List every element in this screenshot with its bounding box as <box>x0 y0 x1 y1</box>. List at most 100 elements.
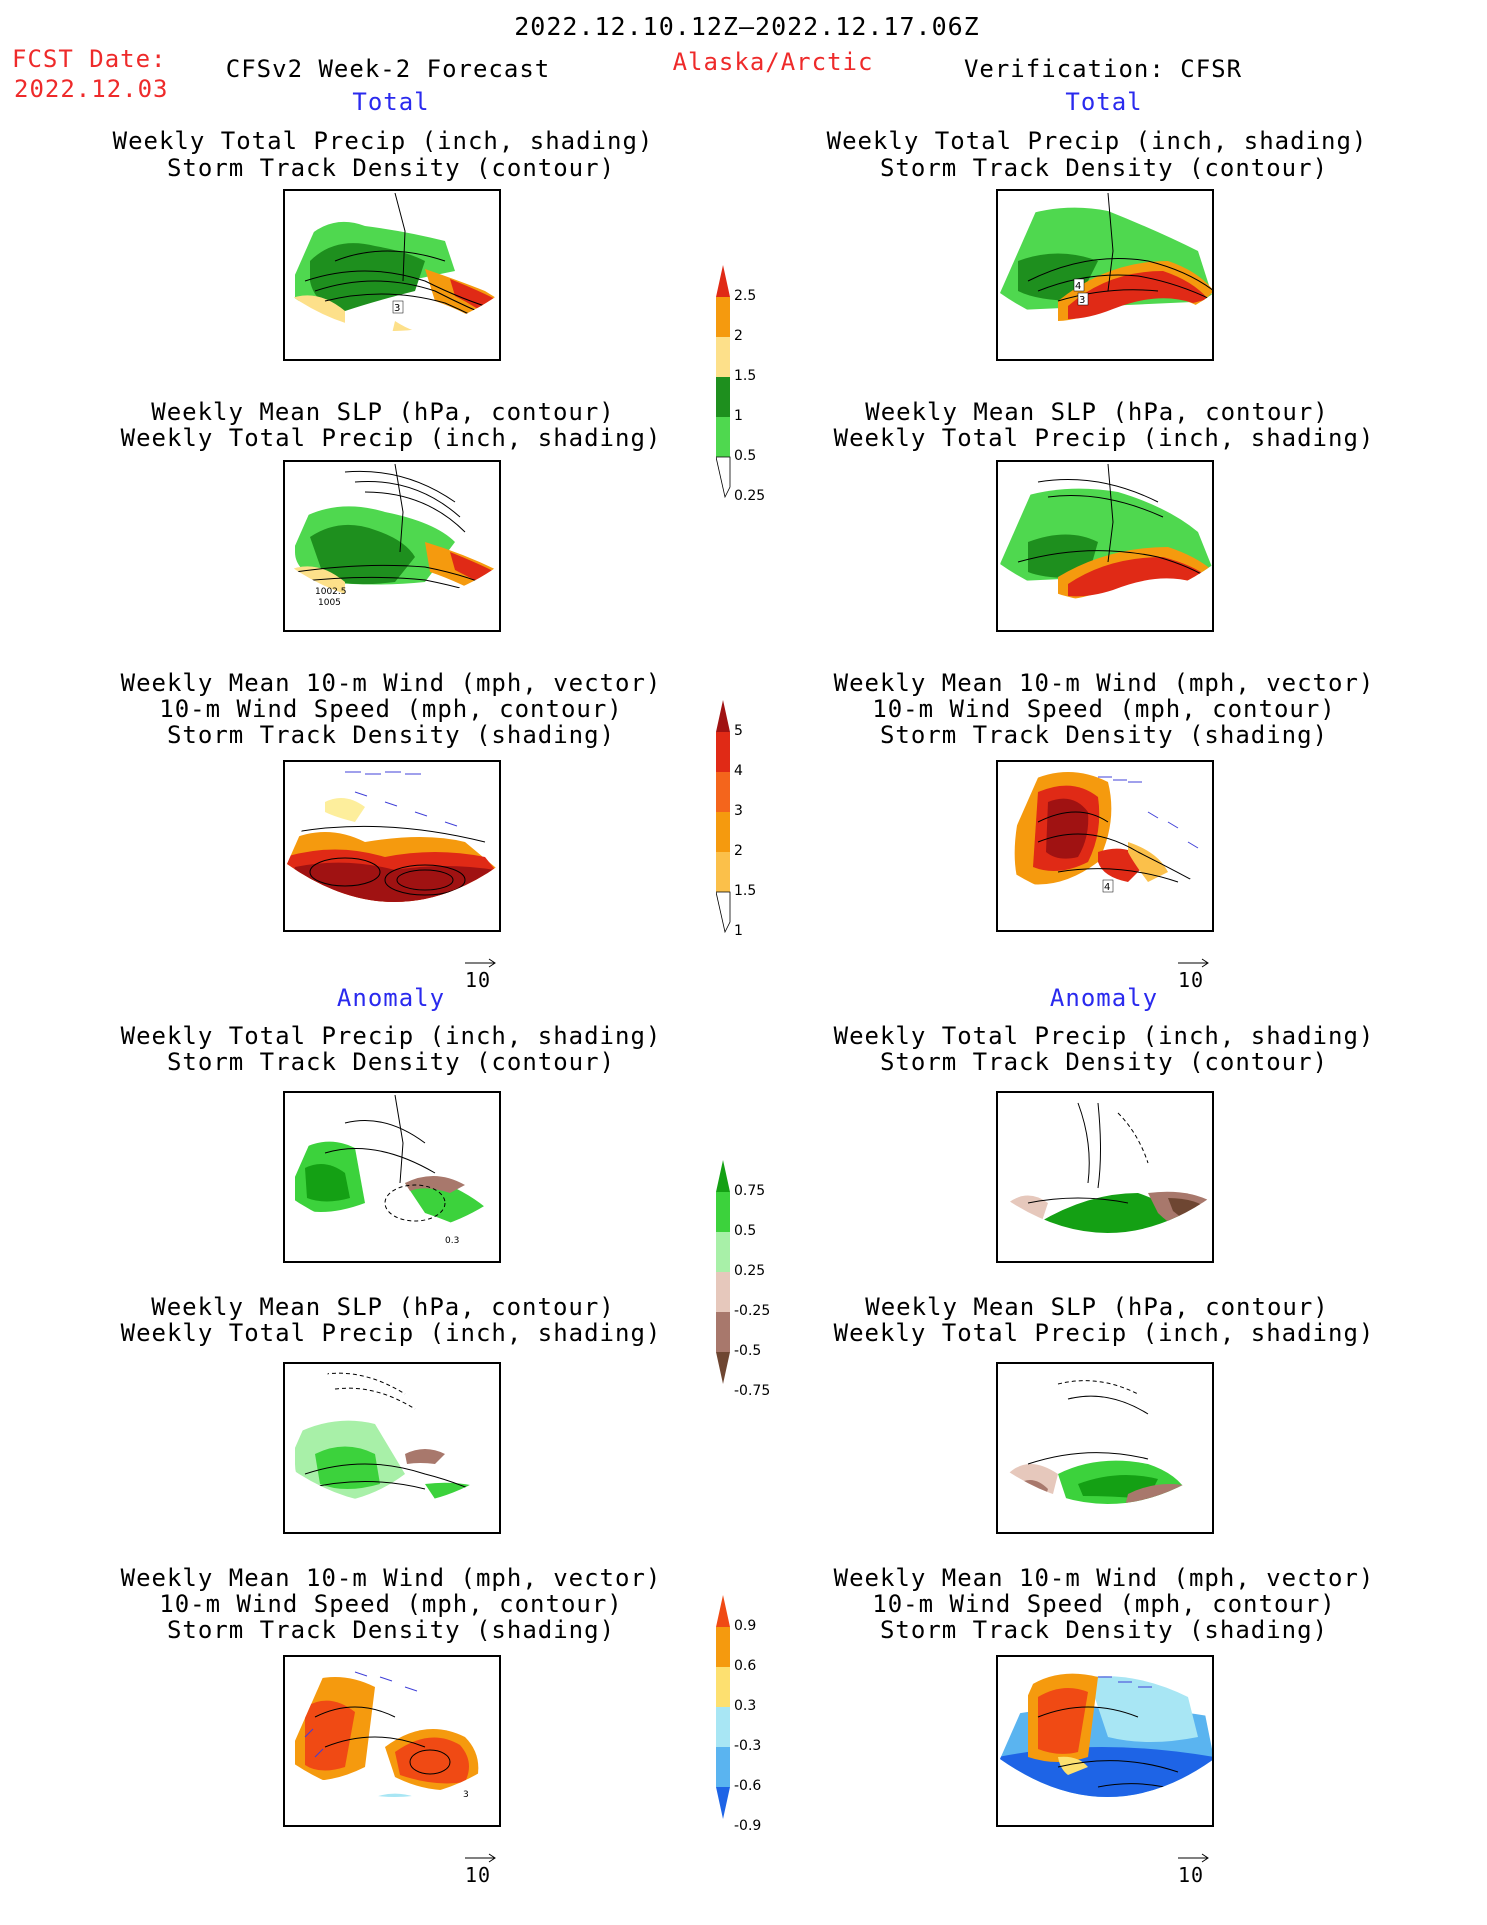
fcst-date-label: FCST Date: <box>12 45 167 73</box>
map-cfsr-total-wind: 4 <box>996 760 1214 932</box>
colorbar-swatch <box>716 1312 730 1352</box>
title-cfsr-wind-3: Storm Track Density (shading) <box>879 721 1329 749</box>
section-anomaly-cfsr: Anomaly <box>1049 984 1159 1012</box>
colorbar-label: 0.6 <box>734 1658 757 1674</box>
colorbar-swatches <box>716 700 731 934</box>
colorbar-label: -0.5 <box>734 1343 762 1359</box>
vector-ref-label: 10 <box>1178 968 1205 992</box>
title-anom-fcst-wind-1: Weekly Mean 10-m Wind (mph, vector) <box>120 1564 662 1592</box>
colorbar-swatch <box>716 1192 730 1232</box>
title-fcst-slp-1: Weekly Mean SLP (hPa, contour) <box>151 398 615 426</box>
colorbar-label: 0.9 <box>734 1618 757 1634</box>
colorbar-label: 5 <box>734 723 743 739</box>
colorbar-label: 2 <box>734 328 743 344</box>
map-label: 3 <box>1079 295 1085 306</box>
colorbar-swatch <box>716 700 730 732</box>
colorbar-label: 1.5 <box>734 883 757 899</box>
colorbar-label: -0.25 <box>734 1303 771 1319</box>
map-cfsr-anom-precip <box>996 1091 1214 1263</box>
colorbar-swatch <box>716 772 730 812</box>
colorbar-label: 2 <box>734 843 743 859</box>
colorbar-label: 0.5 <box>734 448 757 464</box>
colorbar-label: 1 <box>734 923 743 939</box>
colorbar-swatch <box>716 1232 730 1272</box>
colorbar-label: 0.75 <box>734 1183 766 1199</box>
title-anom-cfsr-wind-3: Storm Track Density (shading) <box>879 1616 1329 1644</box>
title-anom-cfsr-precip-2: Storm Track Density (contour) <box>879 1048 1329 1076</box>
map-cfsr-total-slp <box>996 460 1214 632</box>
verification-title: Verification: CFSR <box>963 55 1243 83</box>
map-fcst-anom-wind: 3 <box>283 1655 501 1827</box>
title-fcst-slp-2: Weekly Total Precip (inch, shading) <box>120 424 662 452</box>
title-anom-fcst-slp-1: Weekly Mean SLP (hPa, contour) <box>151 1293 615 1321</box>
colorbar-label: -0.75 <box>734 1383 771 1399</box>
title-anom-cfsr-slp-1: Weekly Mean SLP (hPa, contour) <box>865 1293 1329 1321</box>
colorbar-swatch <box>716 812 730 852</box>
title-fcst-wind-2: 10-m Wind Speed (mph, contour) <box>159 695 623 723</box>
model-title: CFSv2 Week-2 Forecast <box>225 55 551 83</box>
title-cfsr-precip-1: Weekly Total Precip (inch, shading) <box>826 127 1368 155</box>
title-fcst-wind-3: Storm Track Density (shading) <box>166 721 616 749</box>
colorbar-swatch <box>716 417 730 457</box>
date-range-title: 2022.12.10.12Z–2022.12.17.06Z <box>514 12 980 41</box>
section-total-fcst: Total <box>352 88 430 116</box>
colorbar-label: 1 <box>734 408 743 424</box>
colorbar-label: 0.25 <box>734 488 766 504</box>
title-fcst-wind-1: Weekly Mean 10-m Wind (mph, vector) <box>120 669 662 697</box>
colorbar-swatch <box>716 1707 730 1747</box>
colorbar-label: 0.5 <box>734 1223 757 1239</box>
colorbar-swatch <box>716 1627 730 1667</box>
title-fcst-precip-2: Storm Track Density (contour) <box>166 154 616 182</box>
title-cfsr-precip-2: Storm Track Density (contour) <box>879 154 1329 182</box>
colorbar-swatch <box>716 377 730 417</box>
title-fcst-precip-1: Weekly Total Precip (inch, shading) <box>112 127 654 155</box>
colorbar-swatch <box>716 1272 730 1312</box>
colorbar-swatch <box>716 456 731 499</box>
colorbar-swatch <box>716 1595 730 1627</box>
colorbar-swatch <box>716 1667 730 1707</box>
colorbar-swatch <box>716 337 730 377</box>
map-label: 4 <box>1104 882 1110 893</box>
title-cfsr-wind-1: Weekly Mean 10-m Wind (mph, vector) <box>833 669 1375 697</box>
map-cfsr-anom-slp <box>996 1362 1214 1534</box>
colorbar-label: 0.3 <box>734 1698 757 1714</box>
colorbar-swatches <box>716 1595 730 1819</box>
colorbar-swatch <box>716 1352 730 1384</box>
title-anom-fcst-precip-2: Storm Track Density (contour) <box>166 1048 616 1076</box>
map-label: 4 <box>1075 281 1081 292</box>
vector-ref-label: 10 <box>1178 1863 1205 1887</box>
map-label: 0.3 <box>445 1236 459 1246</box>
title-cfsr-slp-2: Weekly Total Precip (inch, shading) <box>833 424 1375 452</box>
title-anom-cfsr-wind-1: Weekly Mean 10-m Wind (mph, vector) <box>833 1564 1375 1592</box>
colorbar-label: -0.9 <box>734 1818 762 1834</box>
map-cfsr-total-precip: 4 3 <box>996 189 1214 361</box>
map-fcst-total-slp: 1002.5 1005 <box>283 460 501 632</box>
vector-ref-cfsr-anom: 10 <box>1176 1850 1212 1890</box>
map-label: 1002.5 <box>315 587 347 597</box>
colorbar-swatch <box>716 891 731 934</box>
colorbar-label: -0.6 <box>734 1778 762 1794</box>
vector-ref-fcst-anom: 10 <box>463 1850 499 1890</box>
colorbar-swatch <box>716 1747 730 1787</box>
colorbar-swatches <box>716 1160 730 1384</box>
title-anom-fcst-precip-1: Weekly Total Precip (inch, shading) <box>120 1022 662 1050</box>
map-label: 3 <box>394 303 400 314</box>
fcst-date-value: 2022.12.03 <box>14 75 169 103</box>
vector-ref-label: 10 <box>465 1863 492 1887</box>
vector-ref-cfsr-total: 10 <box>1176 955 1212 995</box>
title-anom-fcst-slp-2: Weekly Total Precip (inch, shading) <box>120 1319 662 1347</box>
colorbar-swatches <box>716 265 731 499</box>
colorbar-label: 2.5 <box>734 288 757 304</box>
colorbar-swatch <box>716 732 730 772</box>
title-cfsr-slp-1: Weekly Mean SLP (hPa, contour) <box>865 398 1329 426</box>
vector-ref-fcst-total: 10 <box>463 955 499 995</box>
colorbar-swatch <box>716 852 730 892</box>
map-fcst-anom-precip: 0.3 <box>283 1091 501 1263</box>
colorbar-label: 1.5 <box>734 368 757 384</box>
map-fcst-total-wind <box>283 760 501 932</box>
section-anomaly-fcst: Anomaly <box>336 984 446 1012</box>
colorbar-label: 4 <box>734 763 743 779</box>
colorbar-swatch <box>716 297 730 337</box>
map-fcst-total-precip: 3 <box>283 189 501 361</box>
title-anom-cfsr-precip-1: Weekly Total Precip (inch, shading) <box>833 1022 1375 1050</box>
